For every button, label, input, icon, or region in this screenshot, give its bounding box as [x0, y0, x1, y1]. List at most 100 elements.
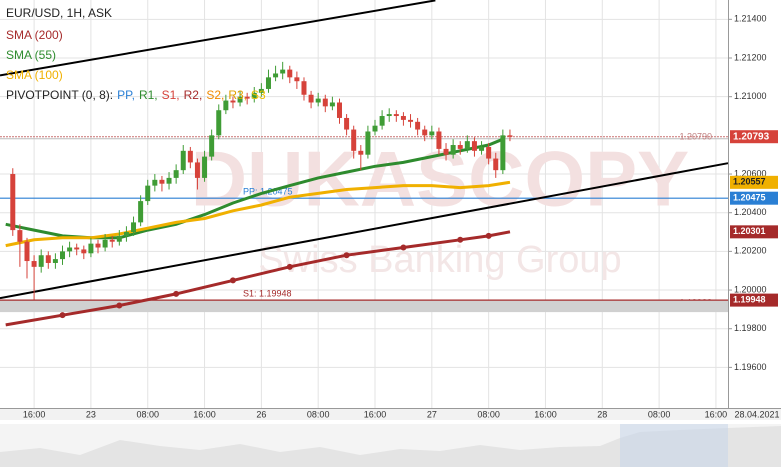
- candle-body: [180, 150, 186, 171]
- candle-body: [344, 117, 350, 130]
- candle-body: [358, 150, 364, 155]
- time-axis-background: [0, 408, 781, 420]
- candle-body: [166, 177, 172, 184]
- legend-title: EUR/USD, 1H, ASK: [6, 6, 112, 20]
- legend-pivot: PIVOTPOINT (0, 8): PP, R1, S1, R2, S2, R3, S3: [6, 88, 266, 102]
- candle-body: [301, 81, 307, 95]
- candle-body: [471, 141, 477, 151]
- sma-marker: [400, 244, 407, 251]
- candle-body: [31, 261, 37, 267]
- y-tick-label: 1.19800: [734, 323, 767, 333]
- candle-body: [102, 239, 108, 248]
- candle-body: [450, 145, 456, 155]
- candle-body: [422, 129, 428, 136]
- legend-entry: SMA (100): [6, 68, 63, 82]
- axis-box: [730, 191, 778, 205]
- level-label: 1.20790: [679, 132, 712, 142]
- y-tick-label: 1.21400: [734, 14, 767, 24]
- plot-layer: [0, 0, 729, 327]
- candle-body: [479, 146, 485, 151]
- candle-body: [145, 185, 151, 202]
- sma-marker: [229, 277, 236, 284]
- watermark-brand: DUKASCOPY: [191, 135, 689, 223]
- candle-body: [109, 239, 115, 242]
- candle-body: [493, 158, 499, 171]
- legend-entry: SMA (55): [6, 48, 56, 62]
- x-tick-label: 08:00: [477, 409, 500, 419]
- x-tick-label: 28: [597, 409, 607, 419]
- candle-body: [74, 247, 80, 250]
- candle-body: [194, 162, 200, 178]
- navigator-window: [620, 424, 728, 467]
- x-tick-label: 16:00: [193, 409, 216, 419]
- candle-body: [237, 96, 243, 103]
- x-tick-label: 16:00: [23, 409, 46, 419]
- y-tick-label: 1.20400: [734, 207, 767, 217]
- candle-body: [258, 88, 264, 93]
- y-tick-label: 1.20200: [734, 246, 767, 256]
- sma-marker: [485, 232, 492, 239]
- candle-body: [123, 232, 129, 236]
- candle-body: [223, 100, 229, 111]
- candle-body: [52, 259, 58, 263]
- legend-pivot-item: S3: [251, 88, 266, 102]
- x-tick-label: 08:00: [136, 409, 159, 419]
- candle-body: [152, 179, 158, 186]
- candle-body: [209, 135, 215, 157]
- candle-body: [216, 110, 222, 136]
- y-tick-label: 1.19600: [734, 362, 767, 372]
- candle-body: [507, 135, 513, 137]
- axis-box-label: 1.20301: [733, 226, 766, 236]
- candle-body: [393, 114, 399, 117]
- legend-pivot-item: R1,: [139, 88, 158, 102]
- candle-body: [351, 129, 357, 151]
- candle-body: [88, 243, 94, 254]
- axis-box: [730, 225, 778, 239]
- sma-marker: [343, 252, 350, 259]
- candle-body: [486, 146, 492, 159]
- candle-body: [287, 69, 293, 78]
- candle-body: [81, 249, 87, 254]
- candle-body: [38, 255, 44, 267]
- y-tick-label: 1.21000: [734, 91, 767, 101]
- x-tick-label: 08:00: [648, 409, 671, 419]
- axis-box: [730, 293, 778, 307]
- y-tick-label: 1.20000: [734, 284, 767, 294]
- y-tick-label: 1.21200: [734, 52, 767, 62]
- pivot-label: S1: 1.19948: [243, 288, 292, 298]
- candle-body: [400, 116, 406, 120]
- watermark-tagline: Swiss Banking Group: [258, 239, 621, 281]
- x-tick-label: 16:00: [534, 409, 557, 419]
- candle-body: [429, 131, 435, 136]
- sma-marker: [457, 236, 464, 243]
- x-tick-label: 27: [427, 409, 437, 419]
- candle-body: [336, 102, 342, 118]
- candle-body: [322, 98, 328, 107]
- candle-body: [45, 255, 51, 263]
- x-tick-label: 16:00: [705, 409, 728, 419]
- trendline: [0, 0, 436, 77]
- candle-body: [408, 119, 414, 122]
- candle-body: [315, 98, 321, 103]
- candle-body: [294, 77, 300, 82]
- candle-body: [67, 247, 73, 252]
- legend-pivot-item: PP,: [117, 88, 135, 102]
- axes-layer: 1.21400 1.21200 1.21000 1.20600 1.20400 1.202…: [23, 14, 780, 420]
- candle-body: [443, 148, 449, 155]
- candle-body: [17, 230, 23, 242]
- sma-marker: [59, 312, 66, 319]
- axis-box-label: 1.20557: [733, 177, 766, 187]
- candle-body: [244, 96, 250, 99]
- axis-box: [730, 130, 778, 144]
- grid-layer: [0, 0, 728, 408]
- candle-body: [159, 179, 165, 184]
- x-tick-label: 16:00: [364, 409, 387, 419]
- navigator-area: [0, 426, 781, 467]
- candle-body: [500, 135, 506, 171]
- sma-marker: [116, 302, 123, 309]
- candle-body: [415, 121, 421, 130]
- candle-body: [273, 73, 279, 78]
- sma-marker: [173, 290, 180, 297]
